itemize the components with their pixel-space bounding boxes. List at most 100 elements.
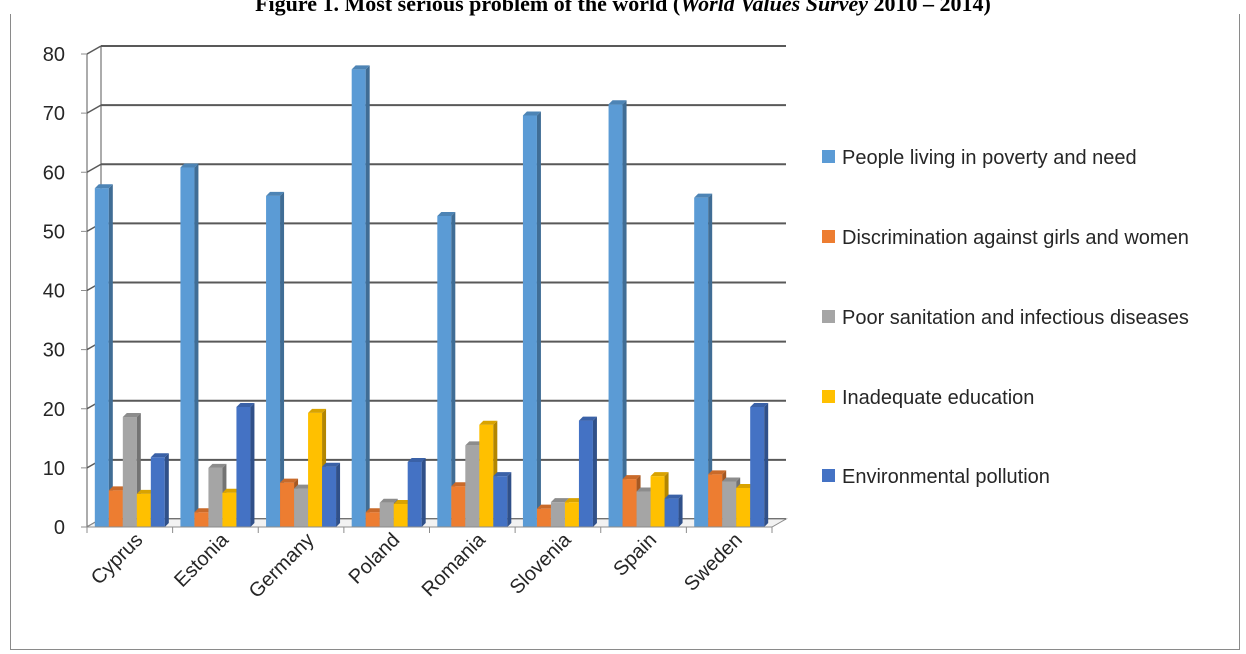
bar-front (650, 476, 665, 527)
bar-side (194, 163, 199, 527)
bar-top (365, 508, 384, 513)
bar-side (250, 402, 255, 527)
bar-top (664, 494, 683, 499)
bar-front (708, 474, 723, 527)
bar-front (180, 167, 195, 527)
x-tick-label: Germany (245, 529, 319, 603)
bar-top (208, 463, 227, 468)
bar-top (522, 111, 541, 116)
bar-side (164, 453, 169, 527)
legend-item: Discrimination against girls and women (822, 223, 1222, 254)
bar-front (564, 502, 579, 527)
bar-top (578, 416, 597, 421)
y-tick-label: 10 (43, 458, 65, 480)
bar-top (108, 486, 127, 491)
y-tick-label: 50 (43, 221, 65, 243)
bar-front (493, 476, 508, 527)
bar-front (236, 406, 251, 527)
bar-front (608, 104, 623, 527)
bar-side (336, 462, 341, 527)
bar-top (608, 100, 627, 105)
bar-top (150, 453, 169, 458)
bar-side (764, 402, 769, 527)
bar-front (136, 493, 151, 527)
bar-front (550, 502, 565, 527)
y-tick-label: 40 (43, 281, 65, 303)
bar-front (536, 508, 551, 527)
legend-swatch (822, 230, 835, 243)
y-tick-label: 0 (54, 517, 65, 539)
bar-front (322, 466, 337, 527)
bar-top (136, 489, 155, 494)
bar-top (493, 472, 512, 477)
bar-top (736, 483, 755, 488)
legend-item: Environmental pollution (822, 462, 1222, 493)
bar-top (636, 487, 655, 492)
gridline-side (86, 104, 102, 114)
bar-top (393, 499, 412, 504)
bar-front (365, 512, 380, 527)
bar-front (393, 503, 408, 527)
bar-top (122, 413, 141, 418)
bar-front (122, 417, 137, 527)
bar-front (622, 479, 637, 527)
bar-side (592, 416, 597, 527)
y-tick-label: 30 (43, 340, 65, 362)
bar-front (407, 461, 422, 527)
y-tick-label: 20 (43, 399, 65, 421)
x-tick-label: Slovenia (506, 528, 576, 598)
bar-front (222, 492, 237, 527)
bar-top (94, 184, 113, 189)
bar-side (536, 111, 541, 528)
bar-top (194, 508, 213, 513)
bar-side (365, 65, 370, 527)
bar-top (294, 484, 313, 489)
bar-top (322, 462, 341, 467)
bar-front (578, 420, 593, 527)
bar-top (750, 402, 769, 407)
bar-front (379, 502, 394, 527)
legend-swatch (822, 469, 835, 482)
bar-side (622, 100, 627, 527)
bar-front (736, 487, 751, 527)
bar-front (94, 188, 109, 527)
gridline-side (86, 163, 102, 173)
bar-side (708, 193, 713, 527)
bar-top (564, 498, 583, 503)
x-tick-label: Cyprus (87, 529, 147, 589)
bar-top (622, 475, 641, 480)
bar-front (479, 424, 494, 527)
y-tick-label: 80 (43, 44, 65, 66)
legend-item: People living in poverty and need (822, 143, 1222, 174)
bar-side (451, 212, 456, 527)
bar-front (451, 486, 466, 527)
legend-label: Discrimination against girls and women (842, 227, 1189, 249)
bar-top (407, 457, 426, 462)
bar-top (437, 212, 456, 217)
x-tick-label: Poland (345, 529, 405, 589)
legend-item: Poor sanitation and infectious diseases (822, 303, 1222, 334)
bar-top (180, 163, 199, 168)
bar-top (451, 482, 470, 487)
bar-top (222, 488, 241, 493)
legend-item: Inadequate education (822, 383, 1222, 414)
bar-side (108, 184, 113, 527)
bar-front (194, 512, 209, 527)
legend-label: Inadequate education (842, 387, 1035, 409)
bar-front (694, 197, 709, 527)
bar-front (636, 491, 651, 527)
bar-top (479, 420, 498, 425)
bar-side (507, 472, 512, 527)
legend-label: Poor sanitation and infectious diseases (842, 307, 1189, 329)
gridline-side (86, 45, 102, 55)
x-tick-label: Romania (418, 528, 491, 601)
bar-front (522, 115, 537, 528)
bar-top (280, 478, 299, 483)
bar-front (437, 216, 452, 527)
legend-swatch (822, 310, 835, 323)
x-tick-label: Estonia (170, 528, 233, 591)
bar-top (308, 408, 327, 413)
bar-front (208, 467, 223, 527)
bar-top (650, 472, 669, 477)
bar-front (150, 457, 165, 527)
